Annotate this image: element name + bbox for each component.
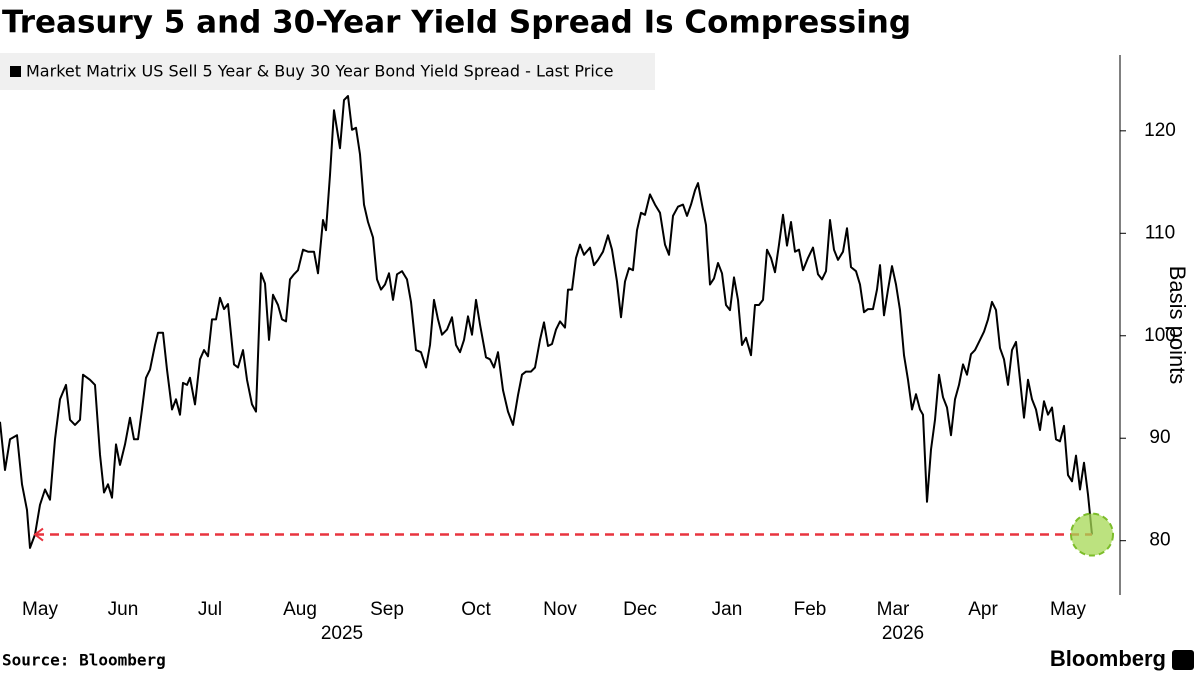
x-tick-label: Nov: [543, 599, 577, 620]
x-tick-label: Jun: [108, 599, 139, 620]
x-tick-label: Sep: [370, 599, 404, 620]
y-tick-label: 100: [1144, 325, 1176, 346]
x-tick-label: Jan: [712, 599, 743, 620]
legend-box: [0, 53, 655, 90]
source: Source: Bloomberg: [2, 651, 166, 670]
x-tick-label: May: [1050, 599, 1086, 620]
legend-swatch: [10, 66, 21, 77]
legend-label: Market Matrix US Sell 5 Year & Buy 30 Ye…: [26, 62, 613, 81]
year-label: 2026: [882, 623, 924, 644]
x-tick-label: Apr: [968, 599, 998, 620]
chart-title: Treasury 5 and 30-Year Yield Spread Is C…: [2, 5, 911, 41]
y-tick-label: 120: [1144, 120, 1176, 141]
reference-arrow: [33, 527, 44, 542]
y-tick-label: 90: [1149, 427, 1170, 448]
y-tick-label: 110: [1145, 222, 1175, 243]
x-tick-label: Aug: [283, 599, 317, 620]
y-tick-label: 80: [1149, 530, 1170, 551]
x-tick-label: Oct: [461, 599, 491, 620]
x-tick-label: Mar: [877, 599, 910, 620]
series-line: [0, 95, 1093, 549]
highlight-circle: [1070, 512, 1114, 557]
x-tick-label: Feb: [794, 599, 827, 620]
year-label: 2025: [321, 623, 363, 644]
x-tick-label: May: [22, 599, 58, 620]
brand-icon: [1172, 650, 1194, 670]
y-axis-label: Basis points: [1165, 266, 1190, 385]
x-tick-label: Jul: [198, 599, 222, 620]
x-tick-label: Dec: [623, 599, 657, 620]
brand: Bloomberg: [1050, 646, 1166, 671]
